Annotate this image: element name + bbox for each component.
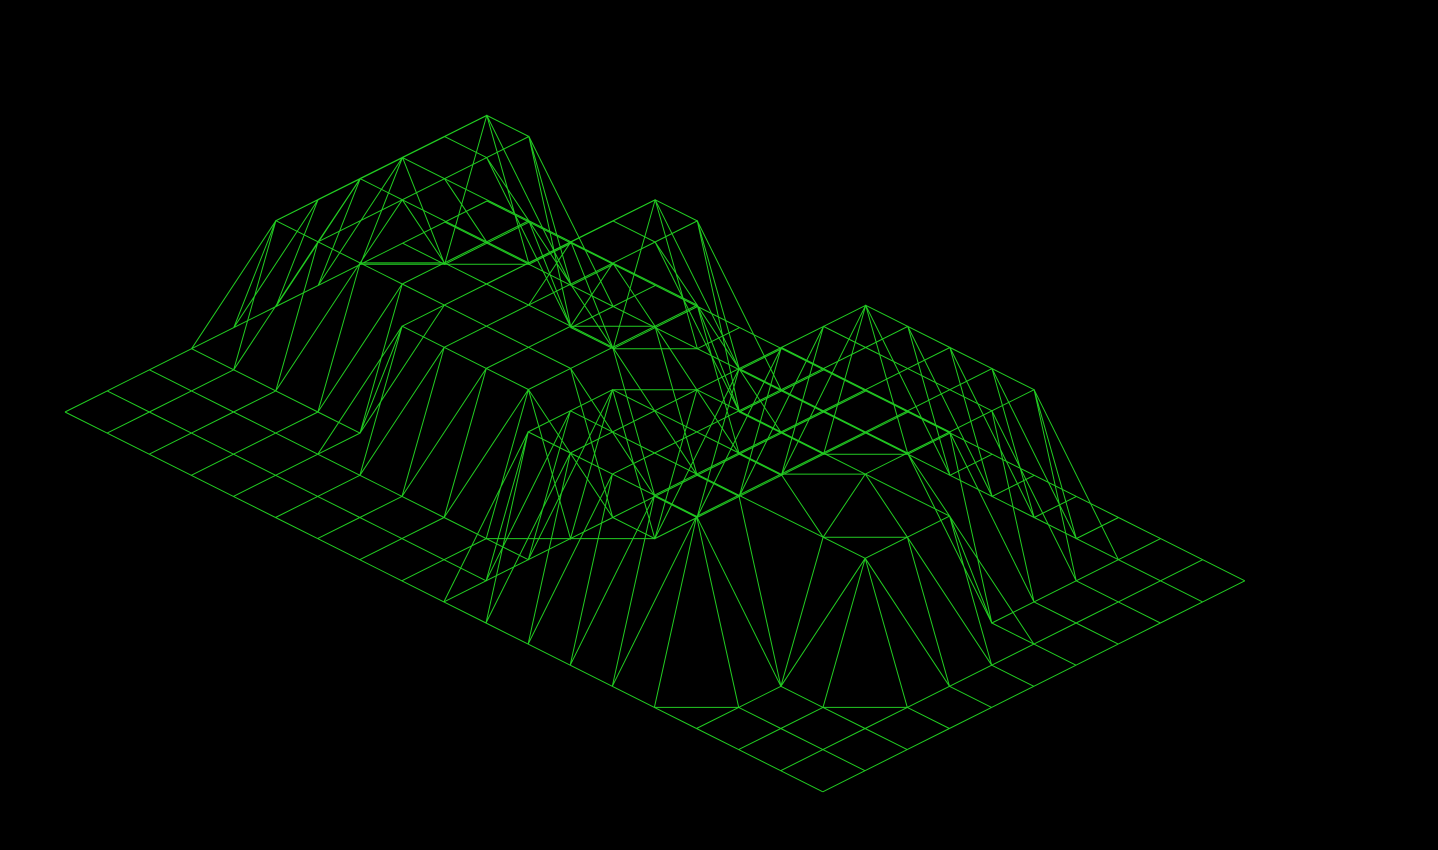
mesh-column xyxy=(611,346,1035,687)
mesh-diagonal xyxy=(401,368,487,497)
mesh-diagonal xyxy=(991,410,1077,582)
mesh-diagonal xyxy=(865,473,950,517)
mesh-diagonal xyxy=(569,494,655,666)
mesh-diagonal xyxy=(949,347,1035,518)
mesh-diagonal xyxy=(738,326,824,497)
mesh-diagonal xyxy=(402,199,487,243)
mesh-diagonal xyxy=(949,431,1035,603)
mesh-diagonal xyxy=(780,305,867,476)
mesh-diagonal xyxy=(991,368,1077,539)
mesh-diagonal xyxy=(486,241,572,285)
mesh-diagonal xyxy=(611,516,698,687)
mesh-diagonal xyxy=(528,136,614,307)
mesh-diagonal xyxy=(444,178,530,222)
mesh-diagonal xyxy=(865,305,951,476)
mesh-diagonal xyxy=(359,304,445,434)
mesh-diagonal xyxy=(486,115,572,286)
mesh-column xyxy=(653,367,1077,708)
mesh-diagonal xyxy=(654,325,740,455)
mesh-diagonal xyxy=(654,241,740,413)
mesh-diagonal xyxy=(528,262,614,306)
mesh-diagonal xyxy=(275,178,361,307)
mesh-diagonal xyxy=(317,283,403,413)
mesh-diagonal xyxy=(527,473,613,645)
mesh-diagonal xyxy=(317,157,403,286)
mesh-diagonal xyxy=(654,199,740,371)
mesh-column xyxy=(822,580,1246,793)
mesh-diagonal xyxy=(949,515,1035,645)
mesh-diagonal xyxy=(696,220,783,392)
mesh-diagonal xyxy=(696,516,782,687)
mesh-diagonal xyxy=(906,536,993,666)
mesh-diagonal xyxy=(780,558,866,687)
mesh-diagonal xyxy=(612,262,698,306)
mesh-diagonal xyxy=(485,410,571,582)
mesh-diagonal xyxy=(233,199,319,328)
mesh-diagonal xyxy=(486,157,572,328)
mesh-diagonal xyxy=(654,368,740,539)
mesh-diagonal xyxy=(485,452,571,624)
mesh-diagonal xyxy=(191,220,277,349)
mesh-diagonal xyxy=(317,325,403,455)
mesh-diagonal xyxy=(317,199,403,243)
mesh-diagonal xyxy=(359,347,445,476)
mesh-diagonal xyxy=(527,389,614,560)
mesh-diagonal xyxy=(570,368,656,497)
mesh-diagonal xyxy=(907,452,993,624)
mesh-diagonal xyxy=(612,347,698,476)
mesh-diagonal xyxy=(443,431,529,603)
mesh-diagonal xyxy=(275,262,361,392)
mesh-diagonal xyxy=(696,347,782,518)
mesh-diagonal xyxy=(907,326,993,497)
mesh-diagonal xyxy=(233,241,319,371)
mesh-diagonal xyxy=(864,558,950,687)
mesh-diagonal xyxy=(275,178,361,222)
mesh-diagonal xyxy=(738,494,824,538)
mesh-diagonal xyxy=(1033,389,1119,560)
mesh-diagonal xyxy=(528,220,614,349)
mesh-diagonal xyxy=(443,389,529,518)
